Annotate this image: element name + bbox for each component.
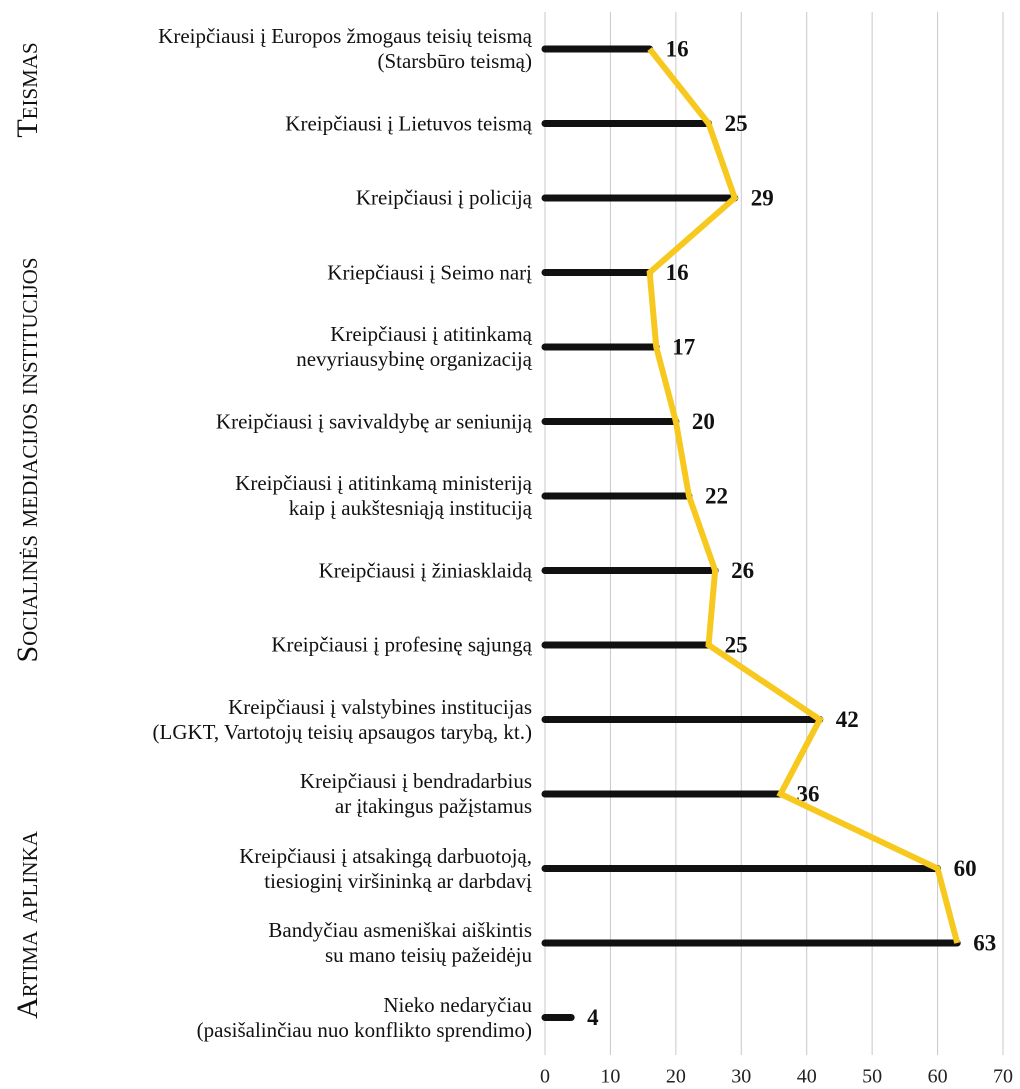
x-tick-label: 60	[928, 1066, 948, 1088]
data-label: 63	[973, 930, 996, 955]
data-label: 36	[797, 781, 820, 806]
x-tick-label: 70	[993, 1066, 1013, 1088]
data-label: 20	[692, 409, 715, 434]
category-label: Kreipčiausi į valstybines institucijas (…	[152, 694, 532, 744]
category-label: Kreipčiausi į profesinę sąjungą	[271, 632, 532, 657]
data-label: 4	[587, 1005, 599, 1030]
x-tick-label: 30	[731, 1066, 751, 1088]
category-label: Kreipčiausi į savivaldybę ar seniuniją	[215, 409, 532, 433]
category-label: Kreipčiausi į atitinkamą nevyriausybinę …	[296, 322, 532, 371]
x-tick-label: 50	[862, 1066, 882, 1088]
category-label: Nieko nedaryčiau (pasišalinčiau nuo konf…	[196, 992, 532, 1042]
data-label: 42	[836, 707, 859, 732]
category-label: Kreipčiausi į atitinkamą ministeriją kai…	[235, 471, 532, 520]
data-label: 25	[725, 111, 748, 136]
group-label: Socialinės mediacijos institucijos	[11, 257, 44, 663]
category-label: Kreipčiausi į Europos žmogaus teisių tei…	[158, 24, 532, 73]
data-label: 29	[751, 185, 774, 210]
x-tick-label: 20	[666, 1066, 686, 1088]
category-label: Kreipčiausi į bendradarbius ar įtakingus…	[299, 769, 532, 818]
data-label: 17	[672, 334, 695, 359]
category-label: Kreipčiausi į atsakingą darbuotoją, ties…	[239, 843, 532, 893]
category-label: Kreipčiausi į žiniasklaidą	[318, 558, 532, 582]
data-label: 22	[705, 483, 728, 508]
category-label: Bandyčiau asmeniškai aiškintis su mano t…	[268, 918, 532, 967]
category-label: Kreipčiausi į Lietuvos teismą	[285, 111, 532, 135]
category-label: Kriepčiausi į Seimo narį	[327, 260, 532, 284]
x-tick-label: 10	[600, 1066, 620, 1088]
data-label: 60	[954, 856, 977, 881]
data-label: 25	[725, 632, 748, 657]
data-label: 16	[666, 36, 689, 61]
data-label: 16	[666, 260, 689, 285]
x-tick-label: 0	[540, 1066, 550, 1088]
data-label: 26	[731, 558, 754, 583]
category-label: Kreipčiausi į policiją	[355, 185, 532, 210]
x-tick-label: 40	[797, 1066, 817, 1088]
line	[646, 47, 961, 944]
